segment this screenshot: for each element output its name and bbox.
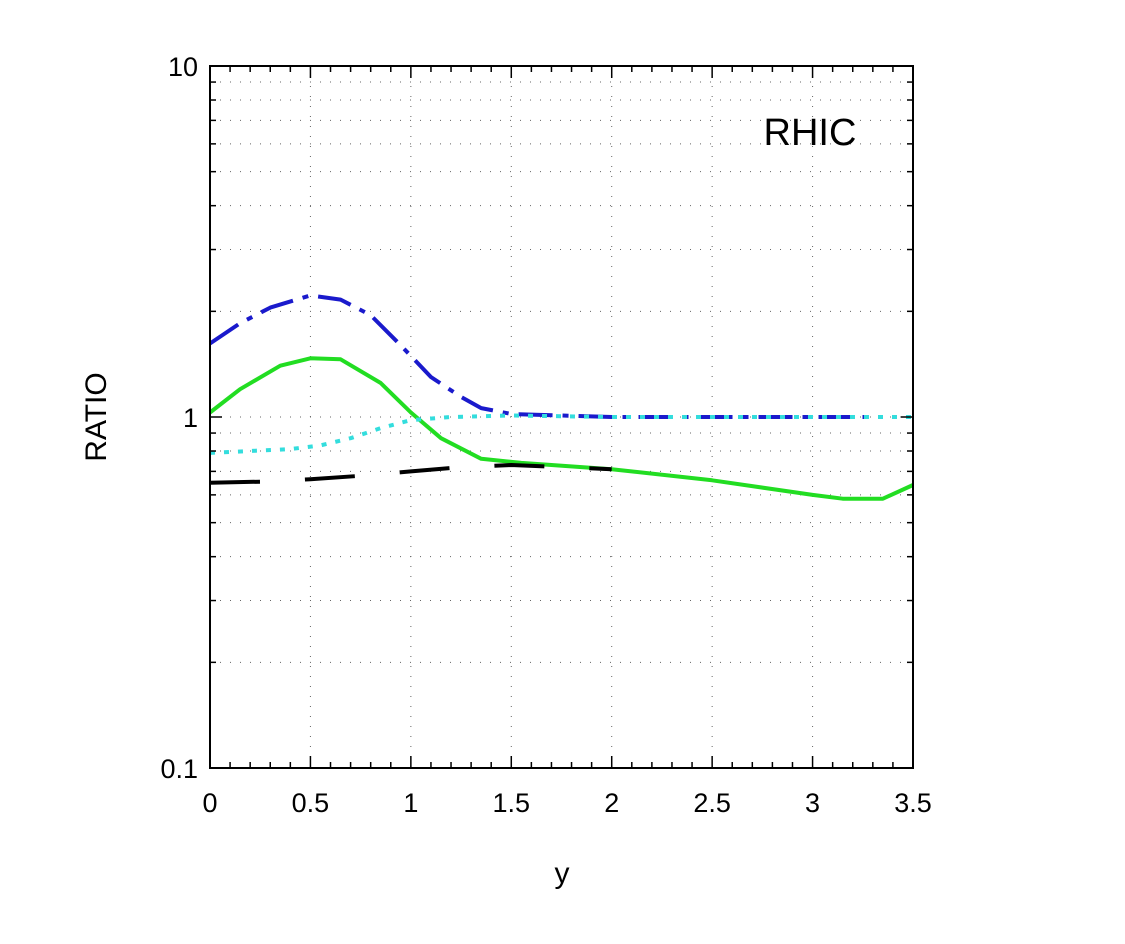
series-line-1 [208,293,883,419]
x-tick-label: 1.5 [493,788,531,818]
y-tick-label: 10 [168,52,198,82]
y-tick-label: 0.1 [160,754,198,784]
x-tick-label: 2.5 [693,788,731,818]
y-axis-title: RATIO [80,372,113,461]
x-axis-title: y [555,857,570,890]
x-tick-label: 2 [604,788,619,818]
x-tick-label: 1 [403,788,418,818]
series-lines [208,293,914,501]
axis-ticks [209,66,914,769]
series-line-2 [208,356,914,501]
y-tick-label: 1 [183,403,198,433]
x-tick-label: 0 [202,788,217,818]
x-tick-label: 3.5 [894,788,932,818]
annotation-label: RHIC [764,112,857,154]
x-tick-label: 3 [805,788,820,818]
x-tick-label: 0.5 [292,788,330,818]
series-line-4 [209,463,612,485]
tick-labels: 0 0.5 1 1.5 2 2.5 3 3.5 0.1 1 10 [160,52,931,818]
series-line-3 [209,413,913,455]
